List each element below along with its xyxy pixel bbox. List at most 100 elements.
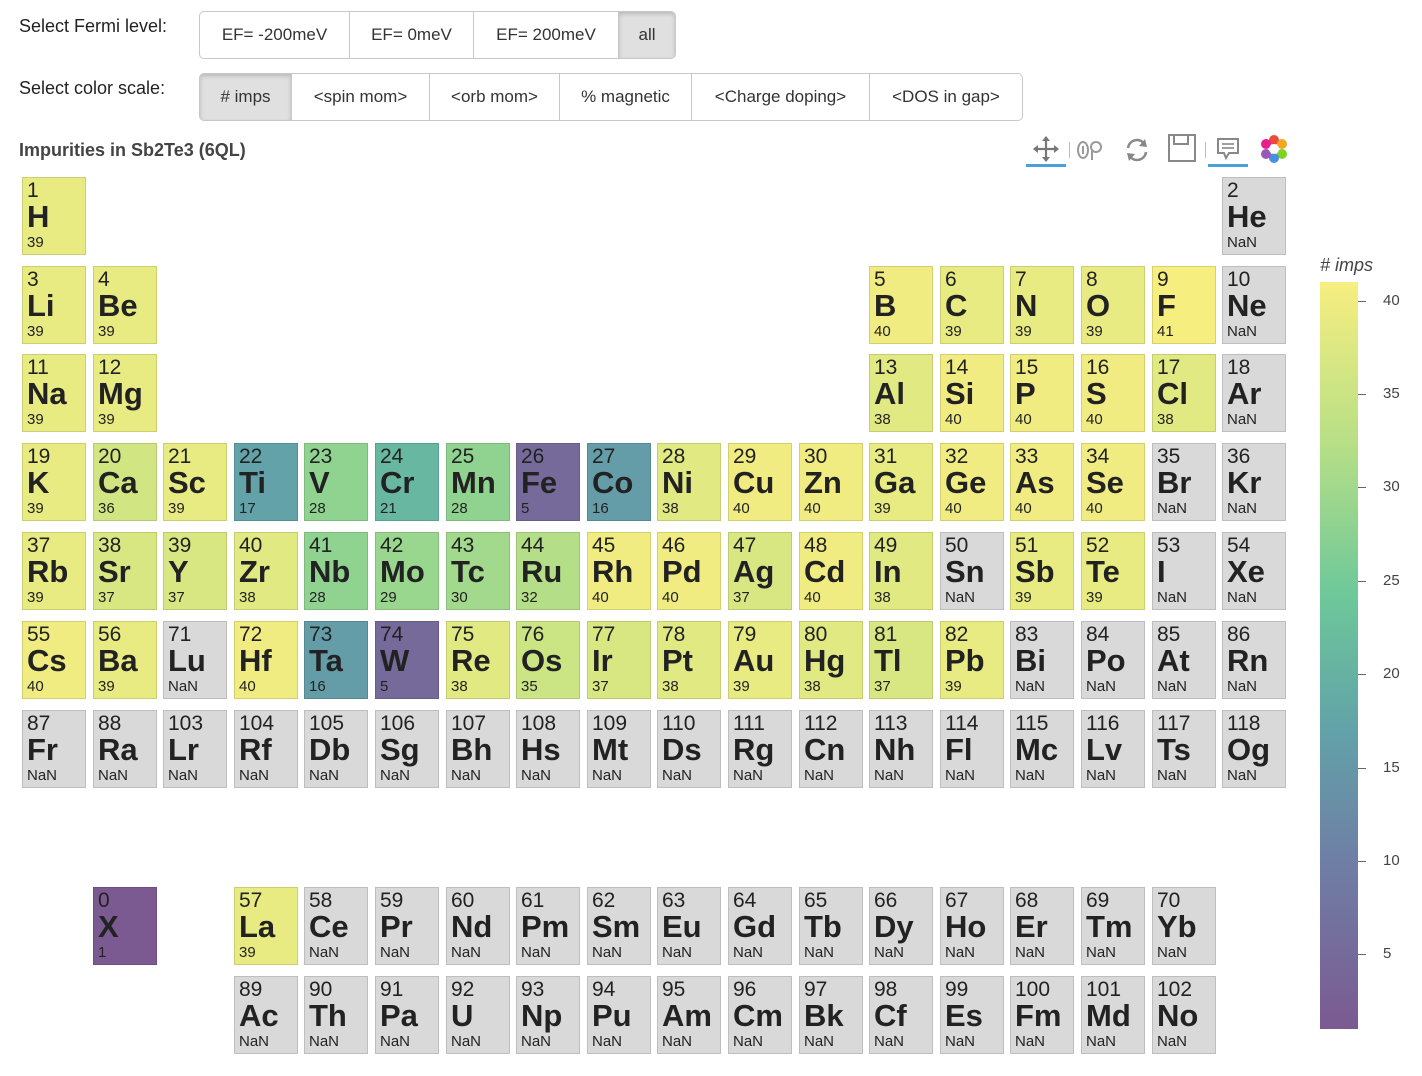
element-cell-np[interactable]: 93 Np NaN	[516, 976, 580, 1054]
element-cell-s[interactable]: 16 S 40	[1081, 354, 1145, 432]
element-cell-pm[interactable]: 61 Pm NaN	[516, 887, 580, 965]
element-cell-es[interactable]: 99 Es NaN	[940, 976, 1004, 1054]
element-cell-rh[interactable]: 45 Rh 40	[587, 532, 651, 610]
element-cell-sn[interactable]: 50 Sn NaN	[940, 532, 1004, 610]
element-cell-cn[interactable]: 112 Cn NaN	[799, 710, 863, 788]
element-cell-c[interactable]: 6 C 39	[940, 266, 1004, 344]
element-cell-br[interactable]: 35 Br NaN	[1152, 443, 1216, 521]
element-cell-nh[interactable]: 113 Nh NaN	[869, 710, 933, 788]
element-cell-zr[interactable]: 40 Zr 38	[234, 532, 298, 610]
element-cell-pt[interactable]: 78 Pt 38	[657, 621, 721, 699]
element-cell-ne[interactable]: 10 Ne NaN	[1222, 266, 1286, 344]
element-cell-u[interactable]: 92 U NaN	[446, 976, 510, 1054]
element-cell-xe[interactable]: 54 Xe NaN	[1222, 532, 1286, 610]
element-cell-pu[interactable]: 94 Pu NaN	[587, 976, 651, 1054]
element-cell-am[interactable]: 95 Am NaN	[657, 976, 721, 1054]
element-cell-co[interactable]: 27 Co 16	[587, 443, 651, 521]
element-cell-pd[interactable]: 46 Pd 40	[657, 532, 721, 610]
element-cell-ts[interactable]: 117 Ts NaN	[1152, 710, 1216, 788]
element-cell-mt[interactable]: 109 Mt NaN	[587, 710, 651, 788]
element-cell-fm[interactable]: 100 Fm NaN	[1010, 976, 1074, 1054]
bokeh-logo-icon[interactable]	[1254, 132, 1294, 166]
element-cell-cd[interactable]: 48 Cd 40	[799, 532, 863, 610]
element-cell-dy[interactable]: 66 Dy NaN	[869, 887, 933, 965]
element-cell-la[interactable]: 57 La 39	[234, 887, 298, 965]
element-cell-si[interactable]: 14 Si 40	[940, 354, 1004, 432]
color-option-charge-doping[interactable]: <Charge doping>	[692, 74, 870, 120]
element-cell-md[interactable]: 101 Md NaN	[1081, 976, 1145, 1054]
element-cell-hg[interactable]: 80 Hg 38	[799, 621, 863, 699]
element-cell-sb[interactable]: 51 Sb 39	[1010, 532, 1074, 610]
element-cell-cl[interactable]: 17 Cl 38	[1152, 354, 1216, 432]
element-cell-he[interactable]: 2 He NaN	[1222, 177, 1286, 255]
element-cell-ge[interactable]: 32 Ge 40	[940, 443, 1004, 521]
reset-icon[interactable]	[1117, 133, 1157, 167]
element-cell-hs[interactable]: 108 Hs NaN	[516, 710, 580, 788]
element-cell-at[interactable]: 85 At NaN	[1152, 621, 1216, 699]
element-cell-ta[interactable]: 73 Ta 16	[304, 621, 368, 699]
element-cell-fe[interactable]: 26 Fe 5	[516, 443, 580, 521]
element-cell-th[interactable]: 90 Th NaN	[304, 976, 368, 1054]
element-cell-rg[interactable]: 111 Rg NaN	[728, 710, 792, 788]
color-option-orb-mom[interactable]: <orb mom>	[430, 74, 560, 120]
element-cell-db[interactable]: 105 Db NaN	[304, 710, 368, 788]
element-cell-se[interactable]: 34 Se 40	[1081, 443, 1145, 521]
element-cell-f[interactable]: 9 F 41	[1152, 266, 1216, 344]
element-cell-ti[interactable]: 22 Ti 17	[234, 443, 298, 521]
element-cell-ba[interactable]: 56 Ba 39	[93, 621, 157, 699]
element-cell-pa[interactable]: 91 Pa NaN	[375, 976, 439, 1054]
element-cell-ga[interactable]: 31 Ga 39	[869, 443, 933, 521]
element-cell-rn[interactable]: 86 Rn NaN	[1222, 621, 1286, 699]
element-cell-k[interactable]: 19 K 39	[22, 443, 86, 521]
element-cell-mg[interactable]: 12 Mg 39	[93, 354, 157, 432]
element-cell-cf[interactable]: 98 Cf NaN	[869, 976, 933, 1054]
element-cell-ar[interactable]: 18 Ar NaN	[1222, 354, 1286, 432]
color-option-spin-mom[interactable]: <spin mom>	[292, 74, 430, 120]
element-cell-sr[interactable]: 38 Sr 37	[93, 532, 157, 610]
element-cell-h[interactable]: 1 H 39	[22, 177, 86, 255]
element-cell-as[interactable]: 33 As 40	[1010, 443, 1074, 521]
element-cell-lu[interactable]: 71 Lu NaN	[163, 621, 227, 699]
element-cell-mo[interactable]: 42 Mo 29	[375, 532, 439, 610]
element-cell-tl[interactable]: 81 Tl 37	[869, 621, 933, 699]
element-cell-al[interactable]: 13 Al 38	[869, 354, 933, 432]
element-cell-tb[interactable]: 65 Tb NaN	[799, 887, 863, 965]
element-cell-y[interactable]: 39 Y 37	[163, 532, 227, 610]
element-cell-li[interactable]: 3 Li 39	[22, 266, 86, 344]
element-cell-fr[interactable]: 87 Fr NaN	[22, 710, 86, 788]
element-cell-ir[interactable]: 77 Ir 37	[587, 621, 651, 699]
element-cell-sg[interactable]: 106 Sg NaN	[375, 710, 439, 788]
element-cell-na[interactable]: 11 Na 39	[22, 354, 86, 432]
element-cell-mn[interactable]: 25 Mn 28	[446, 443, 510, 521]
element-cell-nd[interactable]: 60 Nd NaN	[446, 887, 510, 965]
element-cell-po[interactable]: 84 Po NaN	[1081, 621, 1145, 699]
element-cell-mc[interactable]: 115 Mc NaN	[1010, 710, 1074, 788]
element-cell-og[interactable]: 118 Og NaN	[1222, 710, 1286, 788]
element-cell-re[interactable]: 75 Re 38	[446, 621, 510, 699]
element-cell-w[interactable]: 74 W 5	[375, 621, 439, 699]
element-cell-yb[interactable]: 70 Yb NaN	[1152, 887, 1216, 965]
element-cell-in[interactable]: 49 In 38	[869, 532, 933, 610]
element-cell-tc[interactable]: 43 Tc 30	[446, 532, 510, 610]
element-cell-v[interactable]: 23 V 28	[304, 443, 368, 521]
element-cell-sm[interactable]: 62 Sm NaN	[587, 887, 651, 965]
element-cell-pb[interactable]: 82 Pb 39	[940, 621, 1004, 699]
element-cell-au[interactable]: 79 Au 39	[728, 621, 792, 699]
element-cell-rf[interactable]: 104 Rf NaN	[234, 710, 298, 788]
element-cell-nb[interactable]: 41 Nb 28	[304, 532, 368, 610]
fermi-option-200[interactable]: EF= 200meV	[474, 12, 619, 58]
zoom-icon[interactable]	[1071, 133, 1111, 167]
element-cell-bi[interactable]: 83 Bi NaN	[1010, 621, 1074, 699]
fermi-option-all[interactable]: all	[619, 12, 675, 58]
element-cell-kr[interactable]: 36 Kr NaN	[1222, 443, 1286, 521]
element-cell-ho[interactable]: 67 Ho NaN	[940, 887, 1004, 965]
element-cell-ra[interactable]: 88 Ra NaN	[93, 710, 157, 788]
element-cell-rb[interactable]: 37 Rb 39	[22, 532, 86, 610]
element-cell-er[interactable]: 68 Er NaN	[1010, 887, 1074, 965]
element-cell-ru[interactable]: 44 Ru 32	[516, 532, 580, 610]
element-cell-ni[interactable]: 28 Ni 38	[657, 443, 721, 521]
element-cell-no[interactable]: 102 No NaN	[1152, 976, 1216, 1054]
element-cell-ds[interactable]: 110 Ds NaN	[657, 710, 721, 788]
element-cell-ag[interactable]: 47 Ag 37	[728, 532, 792, 610]
